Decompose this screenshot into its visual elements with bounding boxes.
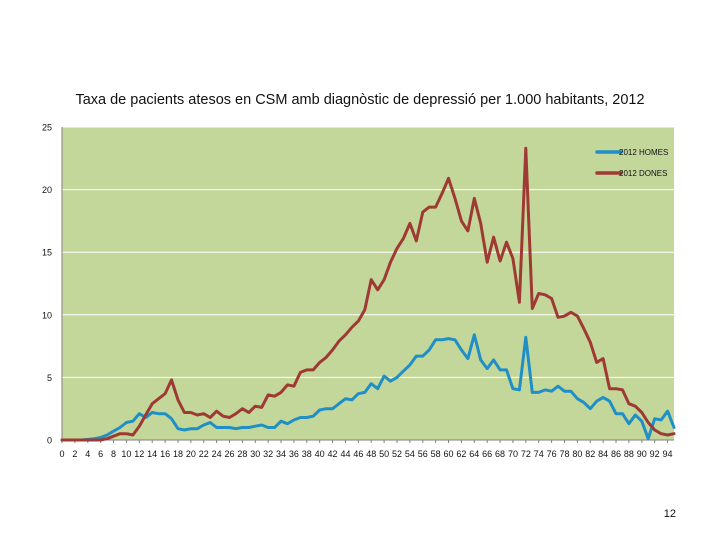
x-tick-label: 52 <box>392 449 402 459</box>
x-tick-label: 38 <box>302 449 312 459</box>
y-tick-label: 5 <box>47 373 52 383</box>
x-tick-label: 48 <box>366 449 376 459</box>
x-tick-label: 12 <box>134 449 144 459</box>
series-line-homes <box>60 333 676 442</box>
x-tick-label: 78 <box>559 449 569 459</box>
x-tick-label: 0 <box>59 449 64 459</box>
x-tick-label: 4 <box>85 449 90 459</box>
x-tick-label: 74 <box>534 449 544 459</box>
chart-title: Taxa de pacients atesos en CSM amb diagn… <box>75 92 645 108</box>
x-tick-label: 88 <box>624 449 634 459</box>
y-tick-label: 15 <box>42 248 52 258</box>
x-tick-label: 84 <box>598 449 608 459</box>
y-tick-label: 20 <box>42 185 52 195</box>
series-line-dones <box>60 146 676 442</box>
x-tick-label: 42 <box>328 449 338 459</box>
x-tick-label: 8 <box>111 449 116 459</box>
x-tick-label: 30 <box>250 449 260 459</box>
legend: 2012 HOMES 2012 DONES <box>595 148 668 178</box>
x-tick-label: 24 <box>212 449 222 459</box>
x-tick-label: 34 <box>276 449 286 459</box>
series-layer <box>60 146 676 442</box>
x-tick-label: 86 <box>611 449 621 459</box>
y-tick-label: 10 <box>42 310 52 320</box>
legend-label-homes: 2012 HOMES <box>619 148 668 157</box>
x-tick-label: 26 <box>224 449 234 459</box>
x-tick-label: 44 <box>340 449 350 459</box>
x-tick-label: 64 <box>469 449 479 459</box>
x-tick-label: 6 <box>98 449 103 459</box>
x-tick-label: 72 <box>521 449 531 459</box>
legend-label-dones: 2012 DONES <box>619 169 667 178</box>
x-tick-label: 68 <box>495 449 505 459</box>
x-tick-label: 82 <box>585 449 595 459</box>
x-tick-label: 14 <box>147 449 157 459</box>
x-tick-label: 10 <box>121 449 131 459</box>
x-tick-label: 50 <box>379 449 389 459</box>
x-tick-label: 76 <box>547 449 557 459</box>
x-tick-label: 2 <box>72 449 77 459</box>
x-tick-label: 18 <box>173 449 183 459</box>
x-tick-label: 16 <box>160 449 170 459</box>
x-tick-label: 94 <box>663 449 673 459</box>
x-tick-label: 58 <box>431 449 441 459</box>
x-tick-label: 92 <box>650 449 660 459</box>
x-tick-label: 60 <box>444 449 454 459</box>
plot-area <box>62 127 674 440</box>
gridlines <box>62 126 674 378</box>
x-tick-label: 54 <box>405 449 415 459</box>
y-tick-label: 25 <box>42 123 52 133</box>
x-tick-label: 36 <box>289 449 299 459</box>
x-tick-label: 90 <box>637 449 647 459</box>
x-tick-label: 80 <box>572 449 582 459</box>
x-tick-label: 66 <box>482 449 492 459</box>
x-tick-label: 32 <box>263 449 273 459</box>
x-tick-label: 40 <box>315 449 325 459</box>
x-tick-label: 46 <box>353 449 363 459</box>
x-tick-label: 22 <box>199 449 209 459</box>
x-tick-label: 56 <box>418 449 428 459</box>
x-tick-label: 20 <box>186 449 196 459</box>
x-tick-label: 70 <box>508 449 518 459</box>
page-number: 12 <box>663 508 676 520</box>
x-tick-label: 62 <box>456 449 466 459</box>
y-tick-label: 0 <box>47 436 52 446</box>
x-tick-label: 28 <box>237 449 247 459</box>
